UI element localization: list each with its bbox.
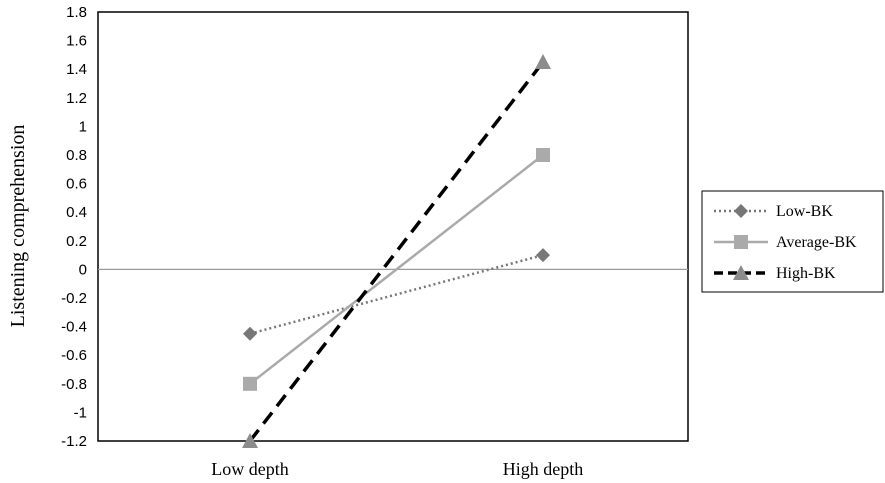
y-tick-label: 0.8 [66, 147, 87, 164]
y-tick-label: 1.4 [66, 61, 87, 78]
legend-swatch-marker [734, 204, 748, 218]
y-tick-label: 1.2 [66, 90, 87, 107]
series-average-bk [243, 148, 550, 391]
legend-swatch-marker [734, 235, 748, 249]
plot-area [97, 11, 689, 442]
legend-item-low-bk: Low-BK [714, 203, 833, 220]
legend-label: High-BK [776, 265, 836, 282]
y-tick-label: 0.2 [66, 233, 87, 250]
data-point-average-bk [243, 376, 257, 391]
series-high-bk [242, 54, 551, 448]
series-line-low-bk [249, 253, 544, 335]
x-tick-label: Low depth [211, 459, 288, 479]
legend-swatch-marker [733, 265, 749, 280]
data-point-low-bk [243, 326, 257, 341]
legend: Low-BK Average-BK High-BK [701, 190, 884, 293]
legend-label: Low-BK [776, 203, 833, 220]
y-tick-label: -0.2 [61, 290, 87, 307]
y-tick-label: 0.6 [66, 176, 87, 193]
x-tick-labels: Low depth High depth [211, 459, 583, 479]
series-line-high-bk [248, 60, 545, 443]
y-tick-label: 1 [79, 118, 87, 135]
legend-item-average-bk: Average-BK [714, 234, 857, 251]
x-tick-label: High depth [503, 459, 584, 479]
y-tick-label: -0.4 [61, 319, 87, 336]
y-tick-label: 0.4 [66, 204, 87, 221]
y-axis-label: Listening comprehension [7, 125, 29, 328]
y-tick-label: -0.8 [61, 376, 87, 393]
legend-label: Average-BK [776, 234, 857, 251]
data-point-high-bk [535, 54, 551, 70]
y-tick-label: -0.6 [61, 347, 87, 364]
series-low-bk [243, 248, 550, 341]
series-group [242, 54, 551, 448]
y-tick-labels: 1.8 1.6 1.4 1.2 1 0.8 0.6 0.4 0.2 0 -0.2 -0.4 -0.6 -0… [61, 4, 87, 450]
y-tick-label: 1.6 [66, 33, 87, 50]
y-tick-label: -1 [74, 404, 87, 421]
legend-item-high-bk: High-BK [714, 265, 836, 282]
data-point-low-bk [536, 248, 550, 263]
y-tick-label: 0 [79, 261, 87, 278]
y-tick-label: -1.2 [61, 433, 87, 450]
y-tick-label: 1.8 [66, 4, 87, 21]
data-point-high-bk [242, 433, 258, 448]
series-line-average-bk [249, 154, 544, 385]
data-point-average-bk [536, 148, 550, 162]
